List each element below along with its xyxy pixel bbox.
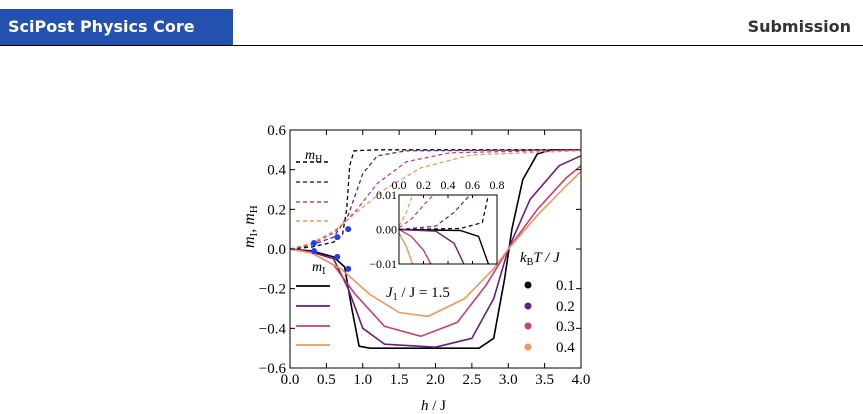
mI-curve-T0.1 [290, 149, 581, 349]
transition-marker [345, 226, 352, 233]
mH-curve-T0.2 [290, 149, 581, 250]
inset-mI-curve [399, 232, 414, 264]
mI-curve-T0.2 [290, 155, 581, 348]
inset-mH-curve [399, 195, 489, 231]
legend-dot [524, 302, 532, 310]
inset-y-tick-label: 0.00 [376, 223, 397, 237]
inset-plot: 0.0 0.2 0.4 0.6 0.8 0.01 0.00 −0.01 [369, 178, 504, 271]
x-tick-label: 2.5 [463, 372, 482, 388]
inset-x-tick-label: 0.2 [416, 178, 431, 192]
journal-badge: SciPost Physics Core [0, 9, 233, 45]
legend-temperature-label: 0.3 [556, 319, 575, 335]
y-tick-label: 0.0 [267, 242, 286, 258]
transition-marker [345, 265, 352, 272]
x-axis-label: h / J [421, 398, 446, 414]
inset-mI-curve [399, 228, 465, 264]
y-tick-label: 0.4 [267, 163, 286, 179]
x-tick-label: 0.5 [317, 372, 336, 388]
x-tick-label: 2.0 [426, 372, 445, 388]
inset-mI-curve [399, 228, 490, 264]
y-tick-label: 0.2 [267, 202, 286, 218]
legend-dot [524, 343, 532, 351]
legend-temperature-title: kBT / J [520, 250, 561, 268]
inset-x-tick-label: 0.6 [465, 178, 480, 192]
inset-mH-curve [399, 195, 434, 229]
y-tick-label: −0.4 [259, 321, 287, 337]
mI-curve-T0.4 [290, 171, 581, 318]
inset-y-tick-label: 0.01 [376, 188, 397, 202]
inset-x-tick-label: 0.0 [392, 178, 407, 192]
legend-temperature-label: 0.2 [556, 299, 575, 315]
legend-mI-label: mI [312, 260, 325, 277]
x-tick-label: 1.5 [390, 372, 409, 388]
curve-group [290, 149, 581, 349]
y-tick-label: −0.2 [259, 282, 286, 298]
inset-x-tick-label: 0.8 [490, 178, 505, 192]
transition-marker [334, 234, 341, 241]
x-tick-label: 1.0 [353, 372, 372, 388]
legend-temperature-label: 0.4 [556, 340, 575, 356]
inset-mI-curve [399, 228, 432, 264]
x-tick-label: 3.0 [499, 372, 518, 388]
transition-marker [334, 253, 341, 260]
x-tick-label: 4.0 [572, 372, 591, 388]
transition-marker [311, 247, 318, 254]
inset-x-tick-label: 0.4 [441, 178, 456, 192]
inset-curve-group [399, 195, 490, 264]
x-tick-label: 3.5 [535, 372, 554, 388]
journal-name: SciPost Physics Core [8, 17, 195, 36]
inset-mH-curve [399, 195, 471, 231]
y-tick-label: 0.6 [267, 123, 286, 139]
legend-dot [524, 322, 532, 330]
y-tick-label: −0.6 [259, 361, 287, 377]
inset-mH-curve [399, 195, 414, 227]
inset-y-tick-label: −0.01 [369, 257, 397, 271]
main-plot: 0.0 0.5 1.0 1.5 2.0 2.5 3.0 3.5 4.00.60.40.20.0−… [259, 123, 591, 388]
x-tick-label: 0.0 [281, 372, 300, 388]
legend-dot [524, 281, 532, 289]
mH-curve-T0.4 [290, 150, 581, 250]
submission-label: Submission [747, 17, 851, 36]
y-axis-label: mI, mH [241, 205, 260, 248]
coupling-annotation: J1 / J = 1.5 [386, 285, 450, 303]
header-rule [0, 45, 863, 46]
legend-temperature-label: 0.1 [556, 278, 575, 294]
mH-curve-T0.1 [290, 149, 581, 250]
legend-mH-label: mH [305, 148, 322, 165]
transition-marker [311, 240, 318, 247]
